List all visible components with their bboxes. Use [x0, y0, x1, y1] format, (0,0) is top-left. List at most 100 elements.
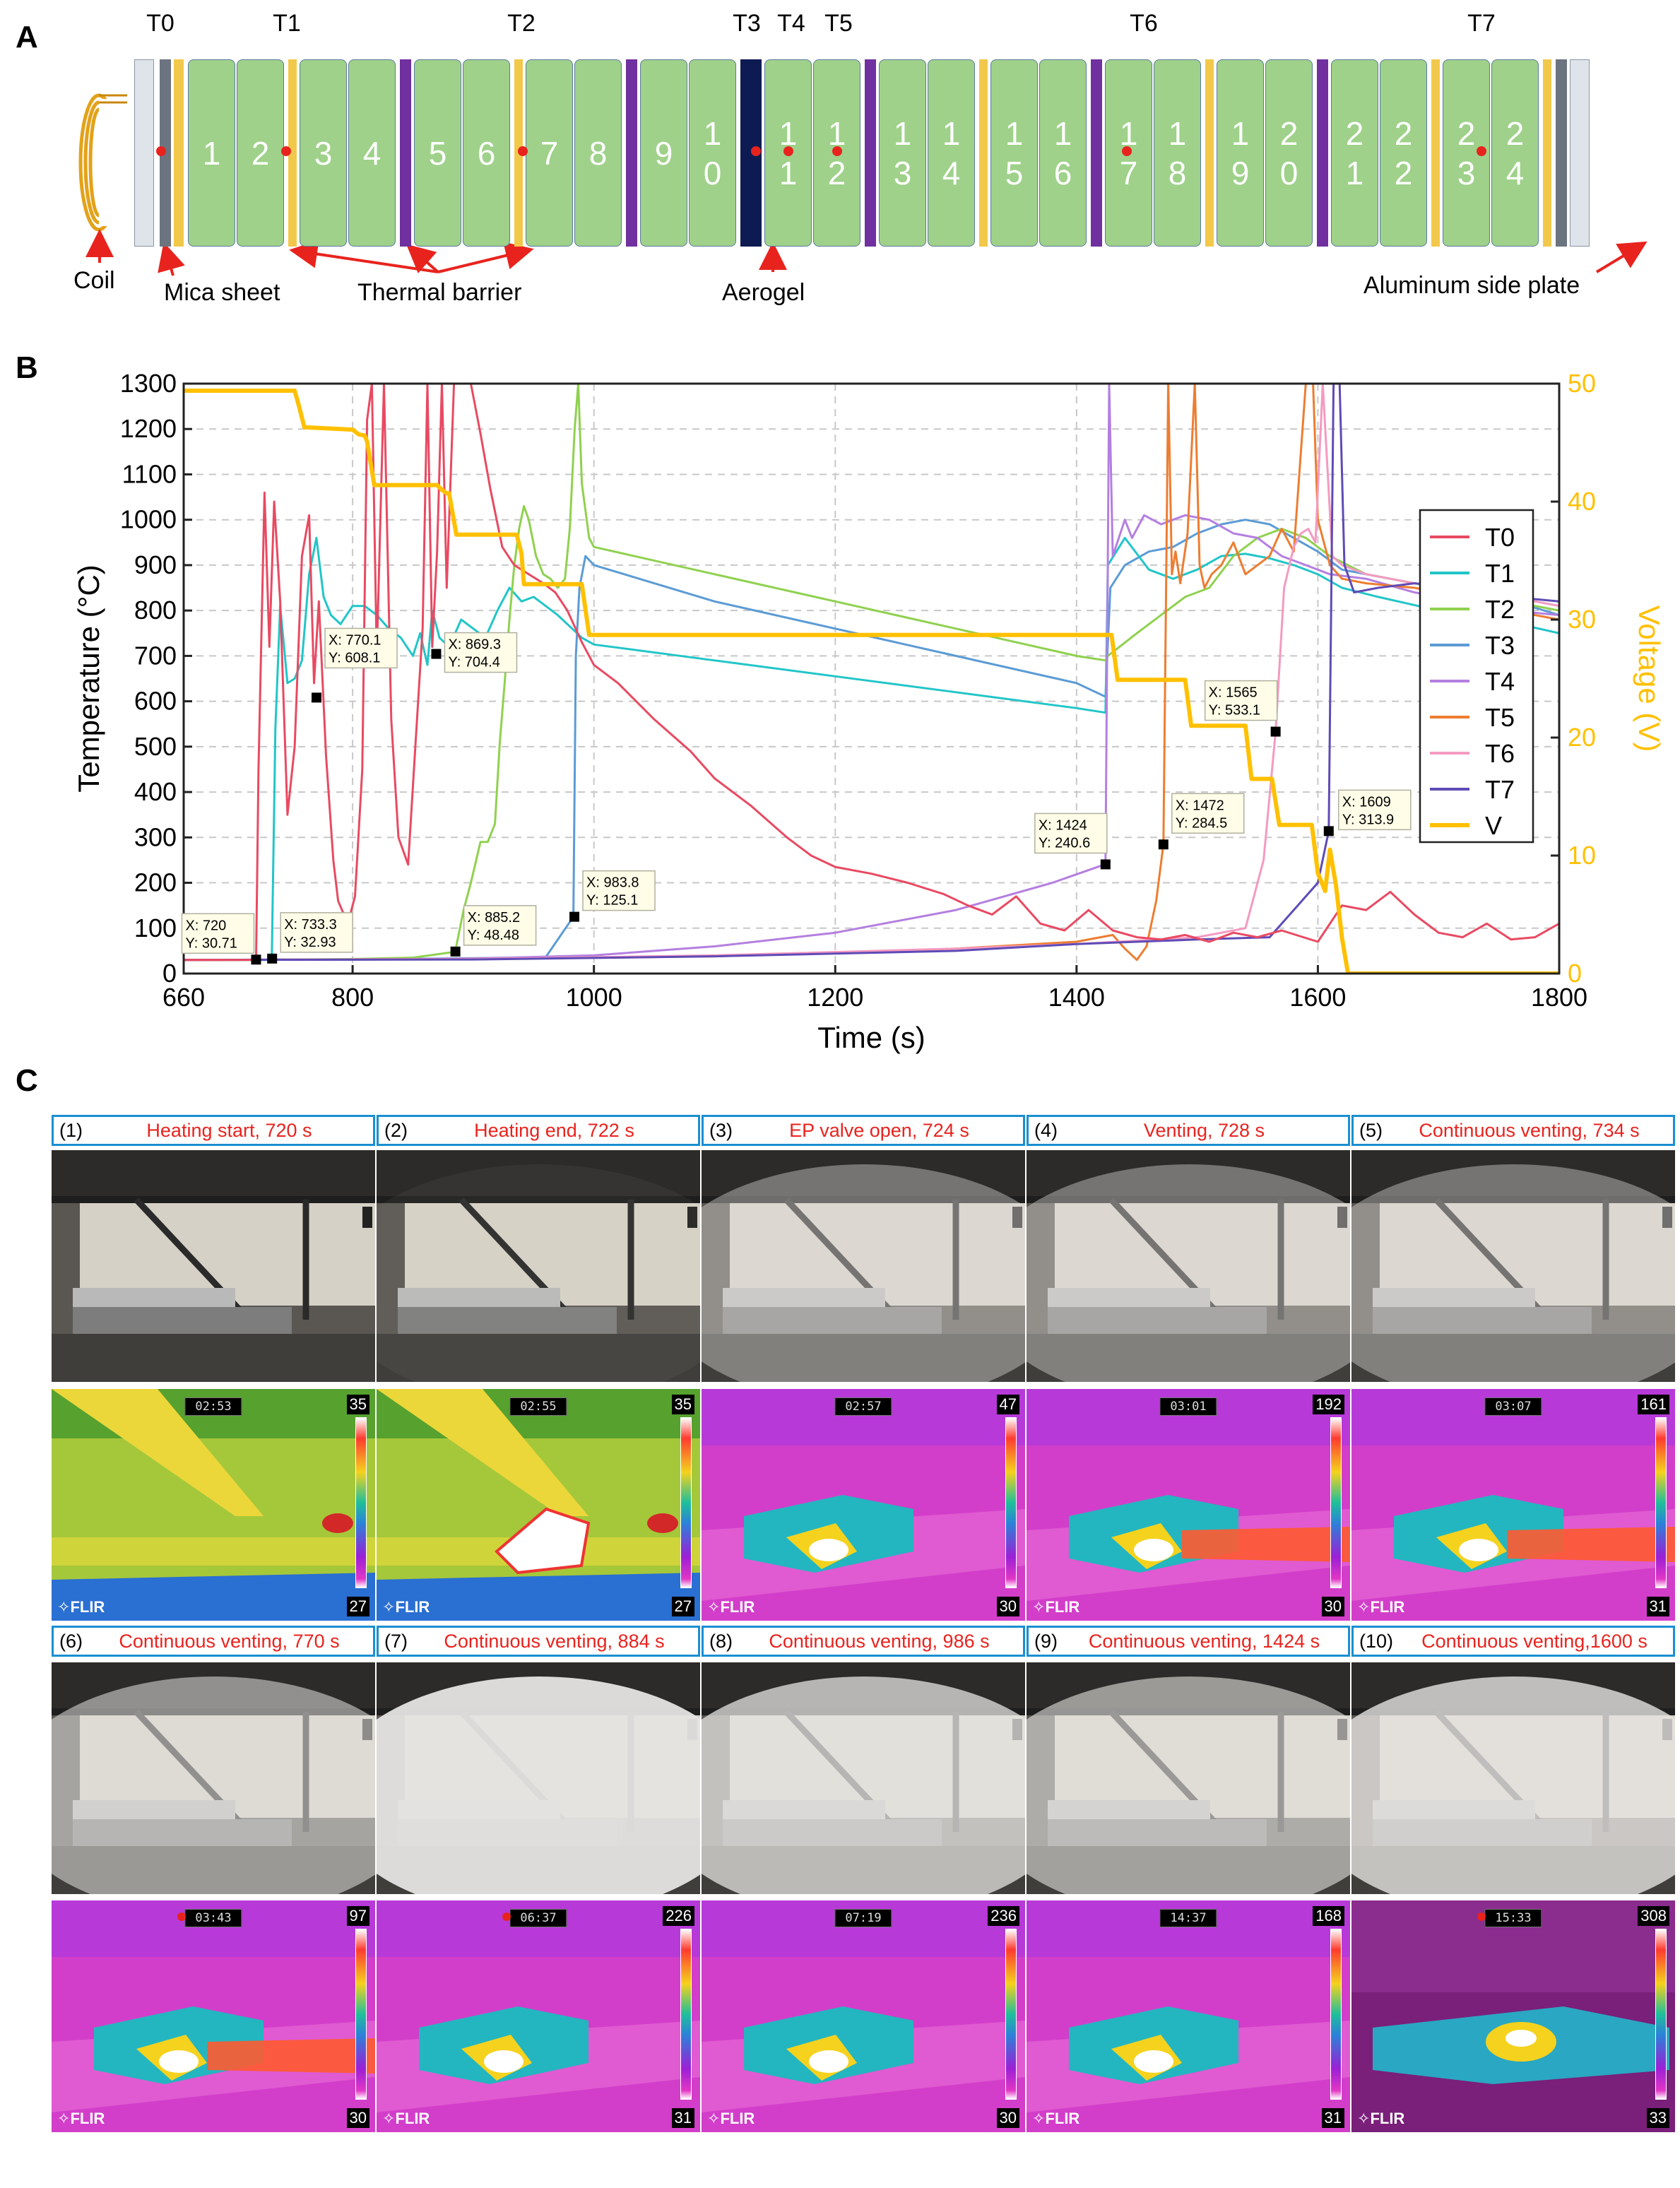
test-photo-10 — [1351, 1662, 1675, 1894]
thermal-timestamp: 06:37 — [509, 1909, 567, 1927]
y2-tick-label: 10 — [1568, 841, 1596, 870]
color-scale-bar — [1005, 1929, 1017, 2100]
cell-8: 8 — [574, 59, 622, 247]
y-tick-label: 800 — [134, 596, 177, 625]
thermocouple-label-t3: T3 — [733, 10, 761, 37]
cell-number: 8 — [588, 134, 608, 172]
legend-label: T1 — [1485, 559, 1515, 588]
purple-spacer — [1317, 59, 1328, 247]
test-photo-2 — [377, 1150, 700, 1382]
thermocouple-label-t7: T7 — [1467, 10, 1496, 37]
frame-caption-text: EP valve open, 724 s — [789, 1119, 969, 1141]
flir-logo: ✧FLIR — [1357, 1598, 1405, 1616]
panel-label-c: C — [16, 1063, 38, 1098]
purple-spacer — [865, 59, 876, 247]
test-photo-1 — [52, 1150, 375, 1382]
thermal-timestamp: 02:55 — [509, 1397, 567, 1416]
mica-sheet-right — [1556, 59, 1567, 247]
datatip-marker — [1100, 859, 1111, 870]
cell-number: 4 — [362, 134, 381, 172]
color-scale-bar — [1005, 1417, 1017, 1588]
datatip-x: X: 770.1 — [329, 632, 381, 648]
datatip-marker — [312, 692, 322, 703]
flir-logo: ✧FLIR — [382, 1598, 430, 1616]
thermal-timestamp: 14:37 — [1159, 1909, 1217, 1927]
thermal-barrier-strip — [288, 59, 297, 247]
cell-number: 5 — [428, 134, 447, 172]
test-photo-4 — [1027, 1150, 1350, 1382]
y-tick-label: 600 — [134, 687, 177, 716]
cell-number: 2 — [1279, 114, 1299, 152]
x-tick-label: 1200 — [807, 983, 863, 1012]
frame-caption: (7) Continuous venting, 884 s — [377, 1626, 700, 1657]
cell-number: 2 — [1457, 114, 1476, 152]
flir-logo: ✧FLIR — [382, 2110, 430, 2127]
cell-number: 1 — [1168, 114, 1187, 152]
cell-number: 1 — [1119, 114, 1138, 152]
thermal-image-4: 03:01 192 30 ✧FLIR — [1027, 1389, 1350, 1621]
datatip-y: Y: 30.71 — [185, 935, 237, 951]
thermocouple-dot-t6 — [1122, 146, 1132, 156]
frame-caption: (4) Venting, 728 s — [1027, 1115, 1350, 1146]
thermocouple-dot-t7 — [1477, 146, 1486, 156]
datatip-box — [1171, 793, 1245, 834]
record-dot-icon — [1477, 1912, 1486, 1921]
aluminum-side-plate-label: Aluminum side plate — [1363, 272, 1580, 299]
frame-caption: (3) EP valve open, 724 s — [702, 1115, 1025, 1146]
frame-caption: (2) Heating end, 722 s — [377, 1115, 700, 1146]
datatip-marker — [1270, 726, 1281, 737]
thermocouple-dot-t2 — [518, 146, 528, 156]
aluminum-plate-left — [134, 59, 154, 247]
cell-number: 4 — [942, 154, 961, 191]
cell-number: 6 — [477, 134, 496, 172]
thermal-timestamp: 07:19 — [834, 1909, 892, 1927]
thermocouple-dot-t1 — [281, 146, 291, 156]
thermal-max-temp: 168 — [1313, 1906, 1344, 1926]
frame-caption-text: Heating start, 720 s — [146, 1119, 312, 1141]
thermocouple-dot-t5 — [832, 146, 842, 156]
thermal-image-6: 03:43 97 30 ✧FLIR — [52, 1900, 375, 2132]
color-scale-bar — [1655, 1929, 1667, 2100]
cell-number: 2 — [1394, 154, 1413, 191]
series-line-v — [184, 389, 1559, 974]
thermal-min-temp: 27 — [346, 1597, 369, 1616]
datatip-y: Y: 533.1 — [1209, 703, 1260, 719]
mica-sheet-label: Mica sheet — [164, 279, 280, 306]
color-scale-bar — [1330, 1417, 1342, 1588]
series-line-t0 — [184, 384, 1559, 962]
thermal-min-temp: 27 — [671, 1597, 694, 1616]
x-axis-label: Time (s) — [817, 1021, 925, 1054]
panel-a-arrows — [85, 229, 1648, 276]
cell-number: 1 — [893, 114, 912, 152]
datatip-marker — [1323, 826, 1334, 836]
thermal-max-temp: 308 — [1638, 1906, 1669, 1926]
frame-caption: (1) Heating start, 720 s — [52, 1115, 375, 1146]
y2-tick-label: 0 — [1568, 959, 1582, 988]
datatip-y: Y: 125.1 — [586, 893, 638, 909]
thermal-min-temp: 33 — [1646, 2108, 1669, 2128]
y-tick-label: 100 — [134, 913, 177, 942]
frame-caption-text: Continuous venting, 884 s — [444, 1630, 665, 1652]
legend-label: T7 — [1485, 775, 1515, 804]
legend-label: T0 — [1485, 523, 1515, 552]
temperature-voltage-chart: 660 800 1000 1200 1400 1600 180001002003004005… — [72, 369, 1666, 1054]
cell-number: 0 — [1279, 154, 1299, 191]
cell-number: 2 — [1394, 114, 1413, 152]
frame-caption-text: Heating end, 722 s — [474, 1119, 634, 1141]
datatip-x: X: 869.3 — [448, 637, 501, 653]
thermal-image-5: 03:07 161 31 ✧FLIR — [1351, 1389, 1675, 1621]
datatip-box — [582, 870, 656, 911]
cell-number: 3 — [893, 154, 912, 191]
cell-number: 1 — [779, 154, 798, 191]
cell-number: 2 — [1506, 114, 1525, 152]
datatip-x: X: 1565 — [1209, 685, 1258, 701]
cell-number: 2 — [251, 134, 270, 172]
flir-logo: ✧FLIR — [707, 2110, 755, 2127]
legend-box — [1419, 509, 1534, 844]
flir-logo: ✧FLIR — [1357, 2110, 1405, 2127]
datatip-x: X: 1609 — [1342, 794, 1391, 810]
thermocouple-dot-t3 — [751, 146, 761, 156]
y2-axis-label: Voltage (V) — [1633, 605, 1666, 752]
frame-number: (7) — [384, 1630, 408, 1652]
